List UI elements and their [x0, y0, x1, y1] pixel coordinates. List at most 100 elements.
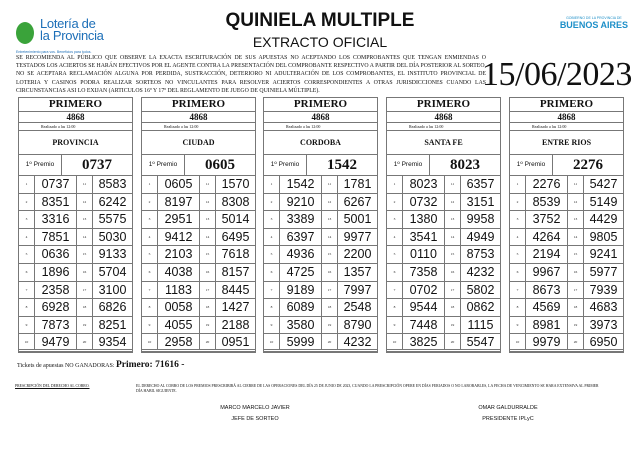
position-index: 10	[264, 334, 280, 349]
position-index: 10	[387, 334, 403, 349]
draw-time: Realizado a las 12:00	[142, 123, 255, 131]
result-number: 6826	[98, 300, 127, 315]
result-number: 2276	[526, 176, 568, 193]
session-name: PRIMERO	[19, 98, 132, 112]
result-number: 9805	[589, 229, 618, 244]
result-row: 8 6928 18 6826	[19, 299, 132, 317]
position-index: 9	[387, 316, 403, 334]
position-index: 16	[200, 263, 216, 281]
result-row: 4 3541 14 4949	[387, 228, 500, 247]
position-index: 17	[200, 281, 216, 299]
draw-column: PRIMERO 4868 Realizado a las 12:00 ENTRE…	[509, 97, 624, 353]
result-number: 3541	[403, 228, 445, 246]
result-number: 8790	[343, 317, 372, 332]
position-index: 2	[387, 193, 403, 211]
result-number: 4232	[466, 264, 495, 279]
result-number: 9979	[526, 334, 568, 349]
tickets-value: Primero: 71616 -	[115, 360, 185, 370]
position-index: 16	[445, 263, 461, 281]
draw-column: PRIMERO 4868 Realizado a las 12:00 CIUDA…	[141, 97, 256, 353]
result-row: 5 0110 15 8753	[387, 246, 500, 264]
prescription-label: PRESCRIPCIÓN DEL DERECHO AL COBRO.	[15, 384, 90, 388]
draw-time: Realizado a las 12:00	[387, 123, 500, 131]
prescription-text: EL DERECHO AL COBRO DE LOS PREMIOS PRESC…	[136, 384, 599, 393]
result-number: 4936	[280, 246, 322, 263]
result-number: 2188	[221, 317, 250, 332]
result-row: 1 1542 11 1781	[264, 176, 377, 194]
result-row: 10 5999 20 4232	[264, 334, 377, 352]
result-number: 0110	[403, 246, 445, 263]
draw-number: 4868	[264, 112, 377, 123]
result-row: 9 7873 19 8251	[19, 316, 132, 335]
position-index: 5	[264, 246, 280, 263]
result-number: 6950	[589, 335, 618, 350]
position-index: 1	[510, 176, 526, 193]
position-index: 9	[510, 316, 526, 334]
position-index: 5	[142, 246, 158, 263]
position-index: 3	[19, 211, 35, 228]
position-index: 20	[322, 334, 338, 349]
result-number: 6357	[466, 177, 495, 191]
result-number: 8673	[526, 281, 568, 299]
result-number: 6397	[280, 228, 322, 246]
page-title: QUINIELA MULTIPLE	[225, 10, 415, 31]
result-number: 1380	[403, 211, 445, 228]
position-index: 9	[264, 316, 280, 334]
gov-big: BUENOS AIRES	[559, 20, 628, 30]
result-number: 3151	[466, 194, 495, 209]
result-number: 5999	[280, 334, 322, 349]
result-row: 1 0737 11 8583	[19, 176, 132, 194]
position-index: 16	[322, 263, 338, 281]
position-index: 14	[200, 228, 216, 246]
result-number: 6928	[35, 299, 77, 316]
session-name: PRIMERO	[510, 98, 623, 112]
result-number: 9412	[158, 228, 200, 246]
position-index: 12	[322, 193, 338, 211]
loteria-logo: Lotería de la Provincia Entretenimiento …	[14, 17, 104, 56]
position-index: 9	[19, 316, 35, 334]
position-index: 5	[387, 246, 403, 263]
result-number: 2951	[158, 211, 200, 228]
position-index: 15	[445, 246, 461, 263]
first-prize: 1º Premio 2276	[510, 155, 623, 176]
position-index: 14	[445, 228, 461, 246]
result-row: 1 2276 11 5427	[510, 176, 623, 194]
draw-number: 4868	[510, 112, 623, 123]
result-number: 8023	[403, 176, 445, 193]
result-row: 6 4725 16 1357	[264, 263, 377, 282]
session-name: PRIMERO	[387, 98, 500, 112]
result-number: 4725	[280, 263, 322, 281]
position-index: 9	[142, 316, 158, 334]
result-row: 10 3825 20 5547	[387, 334, 500, 352]
result-row: 6 4038 16 8157	[142, 263, 255, 282]
position-index: 13	[200, 211, 216, 228]
result-row: 9 4055 19 2188	[142, 316, 255, 335]
result-number: 4038	[158, 263, 200, 281]
result-number: 8981	[526, 316, 568, 334]
result-row: 3 1380 13 9958	[387, 211, 500, 229]
position-index: 11	[200, 176, 216, 193]
result-number: 5030	[98, 229, 127, 244]
signature-2: OMAR GALDURRALDE PRESIDENTE IPLyC	[433, 405, 583, 422]
position-index: 18	[322, 299, 338, 316]
position-index: 3	[264, 211, 280, 228]
result-number: 7448	[403, 316, 445, 334]
draw-time: Realizado a las 12:00	[510, 123, 623, 131]
result-row: 3 3389 13 5001	[264, 211, 377, 229]
result-number: 0702	[403, 281, 445, 299]
result-number: 3389	[280, 211, 322, 228]
result-row: 4 6397 14 9977	[264, 228, 377, 247]
result-row: 1 0605 11 1570	[142, 176, 255, 194]
draw-column: PRIMERO 4868 Realizado a las 12:00 SANTA…	[386, 97, 501, 353]
position-index: 16	[568, 263, 584, 281]
result-row: 4 4264 14 9805	[510, 228, 623, 247]
result-row: 3 3316 13 5575	[19, 211, 132, 229]
draw-time: Realizado a las 12:00	[19, 123, 132, 131]
sig2-name: OMAR GALDURRALDE	[478, 405, 538, 411]
session-name: PRIMERO	[142, 98, 255, 112]
result-number: 8445	[221, 282, 250, 297]
position-index: 18	[445, 299, 461, 316]
result-number: 3580	[280, 316, 322, 334]
result-number: 1357	[343, 264, 372, 279]
first-prize-value: 1542	[327, 157, 357, 173]
